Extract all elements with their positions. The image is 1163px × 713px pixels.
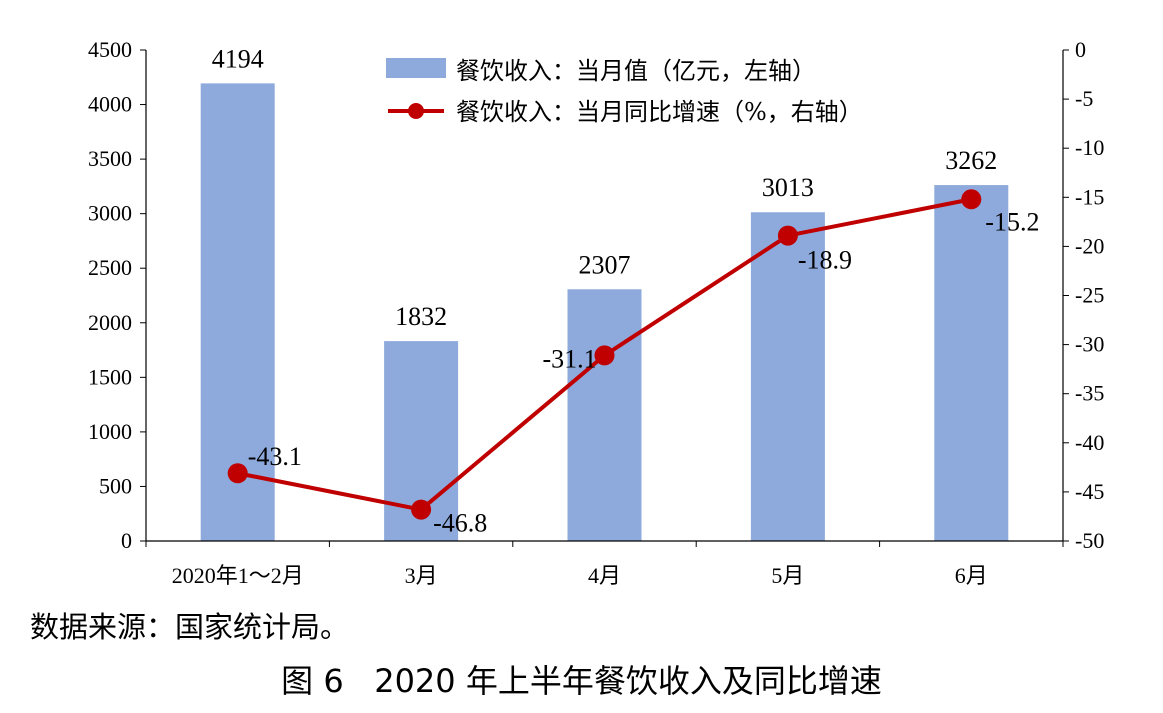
bar [750, 212, 825, 541]
axes [145, 50, 1064, 547]
x-category-label: 3月 [405, 563, 438, 588]
left-tick-label: 1000 [88, 419, 132, 444]
line-series [227, 189, 982, 520]
legend-line-label: 餐饮收入：当月同比增速（%，右轴） [456, 98, 863, 126]
right-tick-label: -45 [1075, 479, 1104, 504]
right-tick-label: 0 [1075, 37, 1086, 62]
line-point [594, 345, 615, 366]
bar-value-label: 2307 [579, 250, 631, 279]
left-tick-label: 4500 [88, 37, 132, 62]
bar-value-label: 3262 [945, 146, 997, 175]
legend: 餐饮收入：当月值（亿元，左轴） 餐饮收入：当月同比增速（%，右轴） [386, 57, 863, 126]
source-note: 数据来源：国家统计局。 [30, 610, 350, 644]
line-value-label: -15.2 [985, 207, 1039, 236]
left-tick-label: 500 [99, 473, 132, 498]
right-tick-label: -20 [1075, 233, 1104, 258]
left-tick-label: 4000 [88, 92, 132, 117]
line-point [961, 189, 982, 210]
line-point [411, 499, 432, 520]
right-tick-label: -40 [1075, 430, 1104, 455]
left-tick-label: 0 [121, 528, 132, 553]
x-category-label: 5月 [771, 563, 804, 588]
left-tick-label: 2000 [88, 310, 132, 335]
right-tick-label: -10 [1075, 135, 1104, 160]
bar-value-label: 4194 [212, 44, 264, 73]
right-tick-label: -15 [1075, 184, 1104, 209]
chart: 0 500 1000 1500 2000 2500 3000 3500 4000 4500 0 -5… [88, 37, 1104, 588]
line-point [227, 463, 248, 484]
data-labels: 4194 1832 2307 3013 3262 -43.1 -46.8 -31.1 -18.9… [212, 44, 1040, 537]
right-tick-label: -5 [1075, 86, 1093, 111]
bar-value-label: 1832 [395, 302, 447, 331]
line-point [777, 225, 798, 246]
legend-bar-label: 餐饮收入：当月值（亿元，左轴） [456, 57, 816, 85]
right-tick-label: -30 [1075, 332, 1104, 357]
right-tick-label: -35 [1075, 381, 1104, 406]
right-axis-ticks: 0 -5 -10 -15 -20 -25 -30 -35 -40 -45 -50 [1063, 37, 1104, 553]
x-category-label: 6月 [955, 563, 988, 588]
figure-caption: 图 6 2020 年上半年餐饮收入及同比增速 [281, 662, 882, 700]
line-value-label: -46.8 [433, 509, 487, 538]
legend-bar-swatch [386, 58, 446, 78]
line-value-label: -43.1 [248, 442, 302, 471]
x-category-label: 4月 [588, 563, 621, 588]
left-tick-label: 3000 [88, 201, 132, 226]
left-tick-label: 3500 [88, 146, 132, 171]
line-value-label: -31.1 [543, 344, 597, 373]
x-category-label: 2020年1～2月 [172, 563, 304, 588]
legend-line-marker [408, 103, 424, 119]
left-tick-label: 2500 [88, 255, 132, 280]
left-tick-label: 1500 [88, 364, 132, 389]
bar [934, 185, 1009, 541]
bar [567, 289, 642, 541]
right-tick-label: -25 [1075, 283, 1104, 308]
category-labels: 2020年1～2月 3月 4月 5月 6月 [172, 563, 988, 588]
left-axis-ticks: 0 500 1000 1500 2000 2500 3000 3500 4000 4500 [88, 37, 146, 553]
line-value-label: -18.9 [798, 246, 852, 275]
bar-value-label: 3013 [762, 173, 814, 202]
bar-series [200, 83, 1009, 541]
right-tick-label: -50 [1075, 528, 1104, 553]
